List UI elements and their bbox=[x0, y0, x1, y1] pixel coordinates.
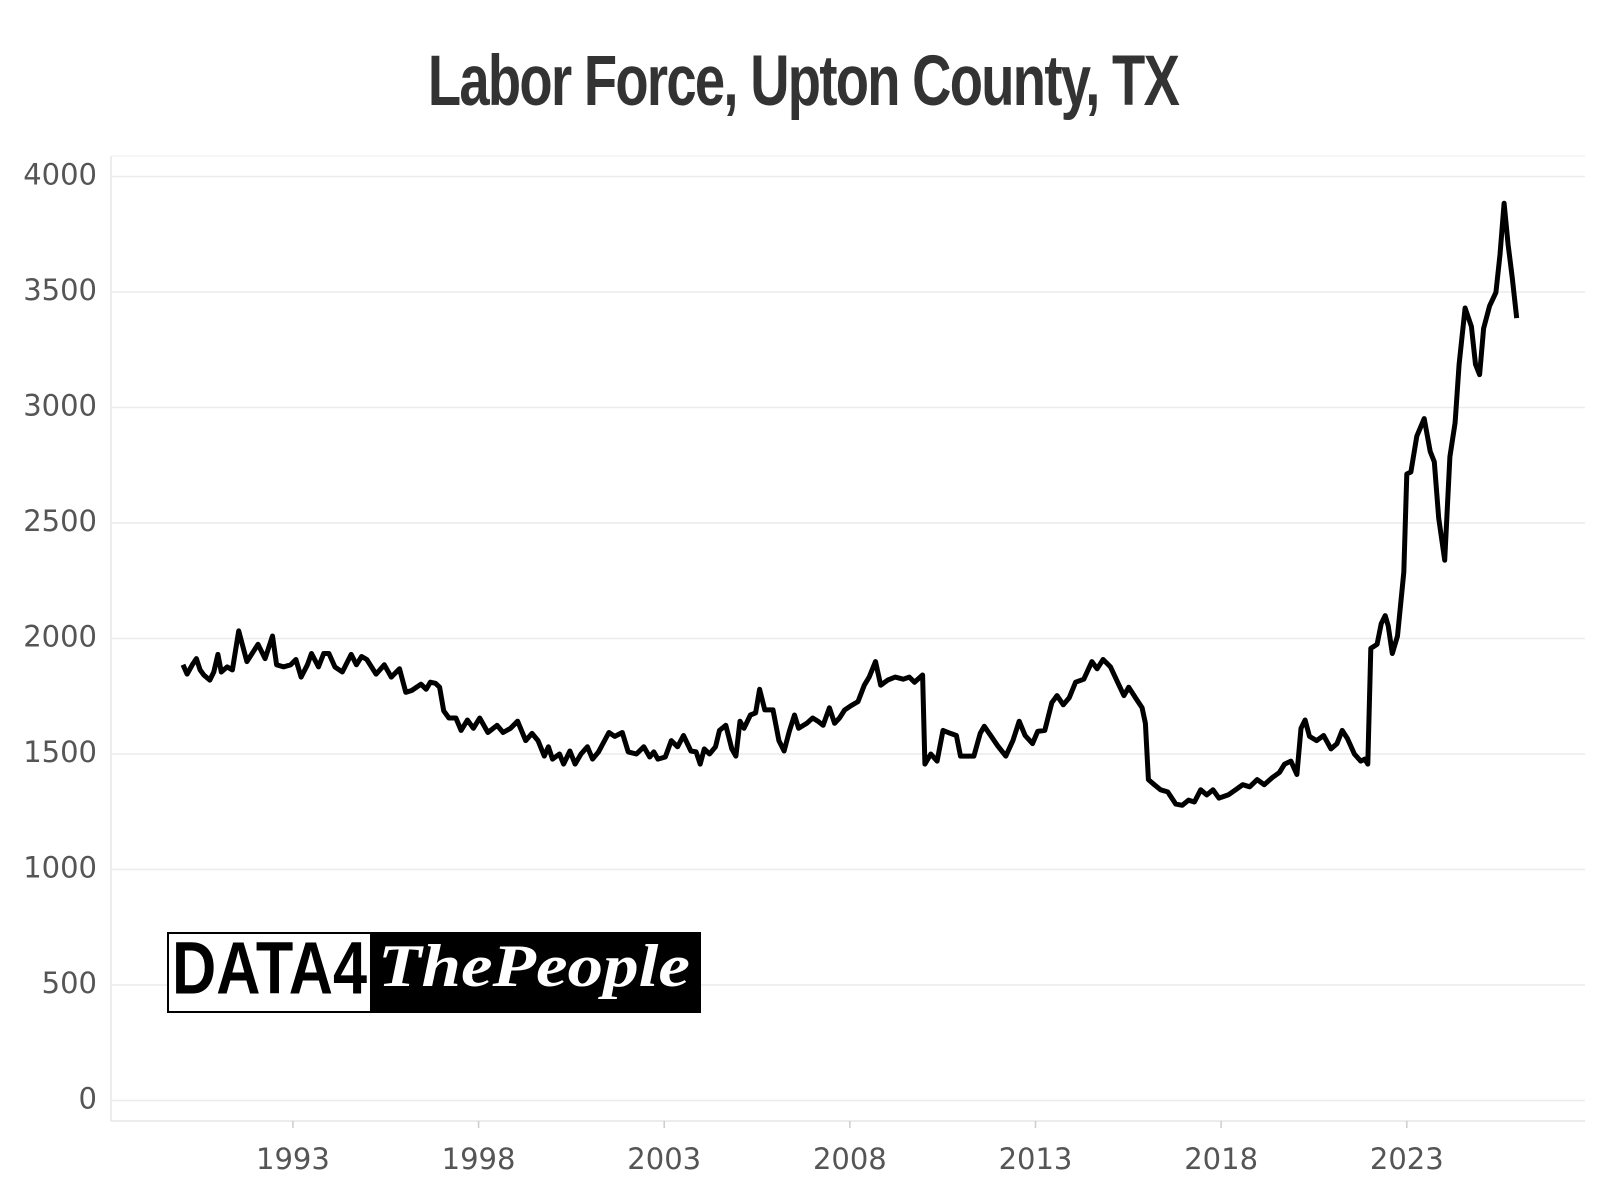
chart-title: Labor Force, Upton County, TX bbox=[428, 41, 1180, 121]
y-tick-label: 1500 bbox=[23, 735, 97, 769]
y-tick-label: 2000 bbox=[23, 620, 97, 654]
x-tick-label: 1998 bbox=[442, 1142, 516, 1176]
y-tick-label: 3000 bbox=[23, 389, 97, 423]
y-tick-label: 4000 bbox=[23, 158, 97, 192]
logo-dark-box bbox=[370, 933, 700, 1012]
x-tick-label: 2003 bbox=[627, 1142, 701, 1176]
logo: DATA4 ThePeople bbox=[167, 927, 701, 1013]
logo-left: DATA4 bbox=[172, 927, 367, 1010]
line-series bbox=[180, 200, 1520, 808]
logo-right: ThePeople bbox=[378, 933, 690, 999]
x-tick-label: 2018 bbox=[1184, 1142, 1258, 1176]
x-tick-label: 2023 bbox=[1370, 1142, 1444, 1176]
y-tick-label: 500 bbox=[42, 966, 97, 1000]
x-tick-label: 2008 bbox=[813, 1142, 887, 1176]
x-tick-label: 2013 bbox=[999, 1142, 1073, 1176]
y-tick-label: 0 bbox=[79, 1081, 97, 1115]
y-tick-label: 3500 bbox=[23, 273, 97, 307]
x-tick-label: 1993 bbox=[256, 1142, 330, 1176]
y-tick-label: 1000 bbox=[23, 850, 97, 884]
y-tick-label: 2500 bbox=[23, 504, 97, 538]
